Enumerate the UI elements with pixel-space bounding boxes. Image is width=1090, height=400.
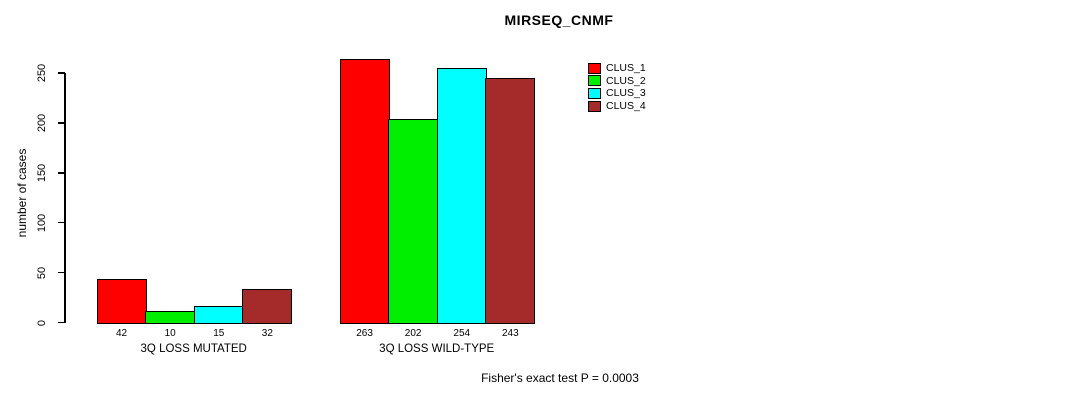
legend-label: CLUS_3: [606, 87, 646, 100]
bar-clus_3-group1: [193, 306, 244, 324]
bar-clus_1-group2: [339, 58, 390, 324]
bar-value-label: 243: [502, 327, 519, 339]
legend-item: CLUS_3: [588, 87, 646, 100]
y-tick-label-text: 50: [36, 266, 48, 279]
bar-value-label: 202: [404, 327, 422, 339]
legend-label: CLUS_1: [606, 62, 646, 75]
y-tick: [57, 271, 65, 274]
y-tick-label-text: 0: [36, 319, 48, 326]
y-tick: [57, 122, 65, 124]
fisher-test-annotation: Fisher's exact test P = 0.0003: [481, 371, 639, 385]
y-tick: [57, 172, 65, 174]
x-category-label: 3Q LOSS MUTATED: [140, 342, 247, 355]
legend: CLUS_1 CLUS_2 CLUS_3 CLUS_4: [588, 62, 646, 112]
bar-clus_3-group2: [436, 67, 487, 324]
legend-swatch: [588, 100, 601, 112]
y-axis-line: [64, 73, 66, 323]
legend-item: CLUS_2: [588, 75, 646, 88]
legend-swatch: [588, 62, 601, 74]
legend-swatch: [588, 87, 601, 99]
y-tick-label-text: 100: [36, 213, 48, 232]
y-tick: [57, 72, 65, 74]
y-tick: [57, 321, 65, 324]
bar-clus_2-group1: [145, 311, 196, 324]
y-tick-label-text: 250: [36, 63, 48, 83]
bar-clus_4-group2: [485, 78, 536, 324]
legend-swatch: [588, 75, 601, 87]
y-tick-label-text: 150: [36, 163, 48, 182]
bar-value-label: 15: [213, 327, 225, 339]
bar-clus_2-group2: [388, 119, 439, 324]
bar-value-label: 32: [261, 327, 273, 339]
bar-value-label: 42: [115, 327, 128, 339]
x-category-label: 3Q LOSS WILD-TYPE: [379, 342, 495, 355]
bar-value-label: 254: [453, 327, 471, 339]
legend-item: CLUS_4: [588, 100, 646, 113]
bar-value-label: 10: [164, 327, 176, 339]
bar-clus_4-group1: [242, 289, 293, 324]
bar-clus_1-group1: [96, 279, 147, 324]
chart-title: MIRSEQ_CNMF: [504, 12, 614, 28]
y-tick-label-text: 200: [36, 113, 48, 133]
y-tick: [57, 221, 65, 224]
legend-label: CLUS_4: [606, 99, 646, 112]
bar-value-label: 263: [356, 327, 373, 339]
legend-item: CLUS_1: [588, 62, 646, 75]
legend-label: CLUS_2: [606, 74, 646, 87]
